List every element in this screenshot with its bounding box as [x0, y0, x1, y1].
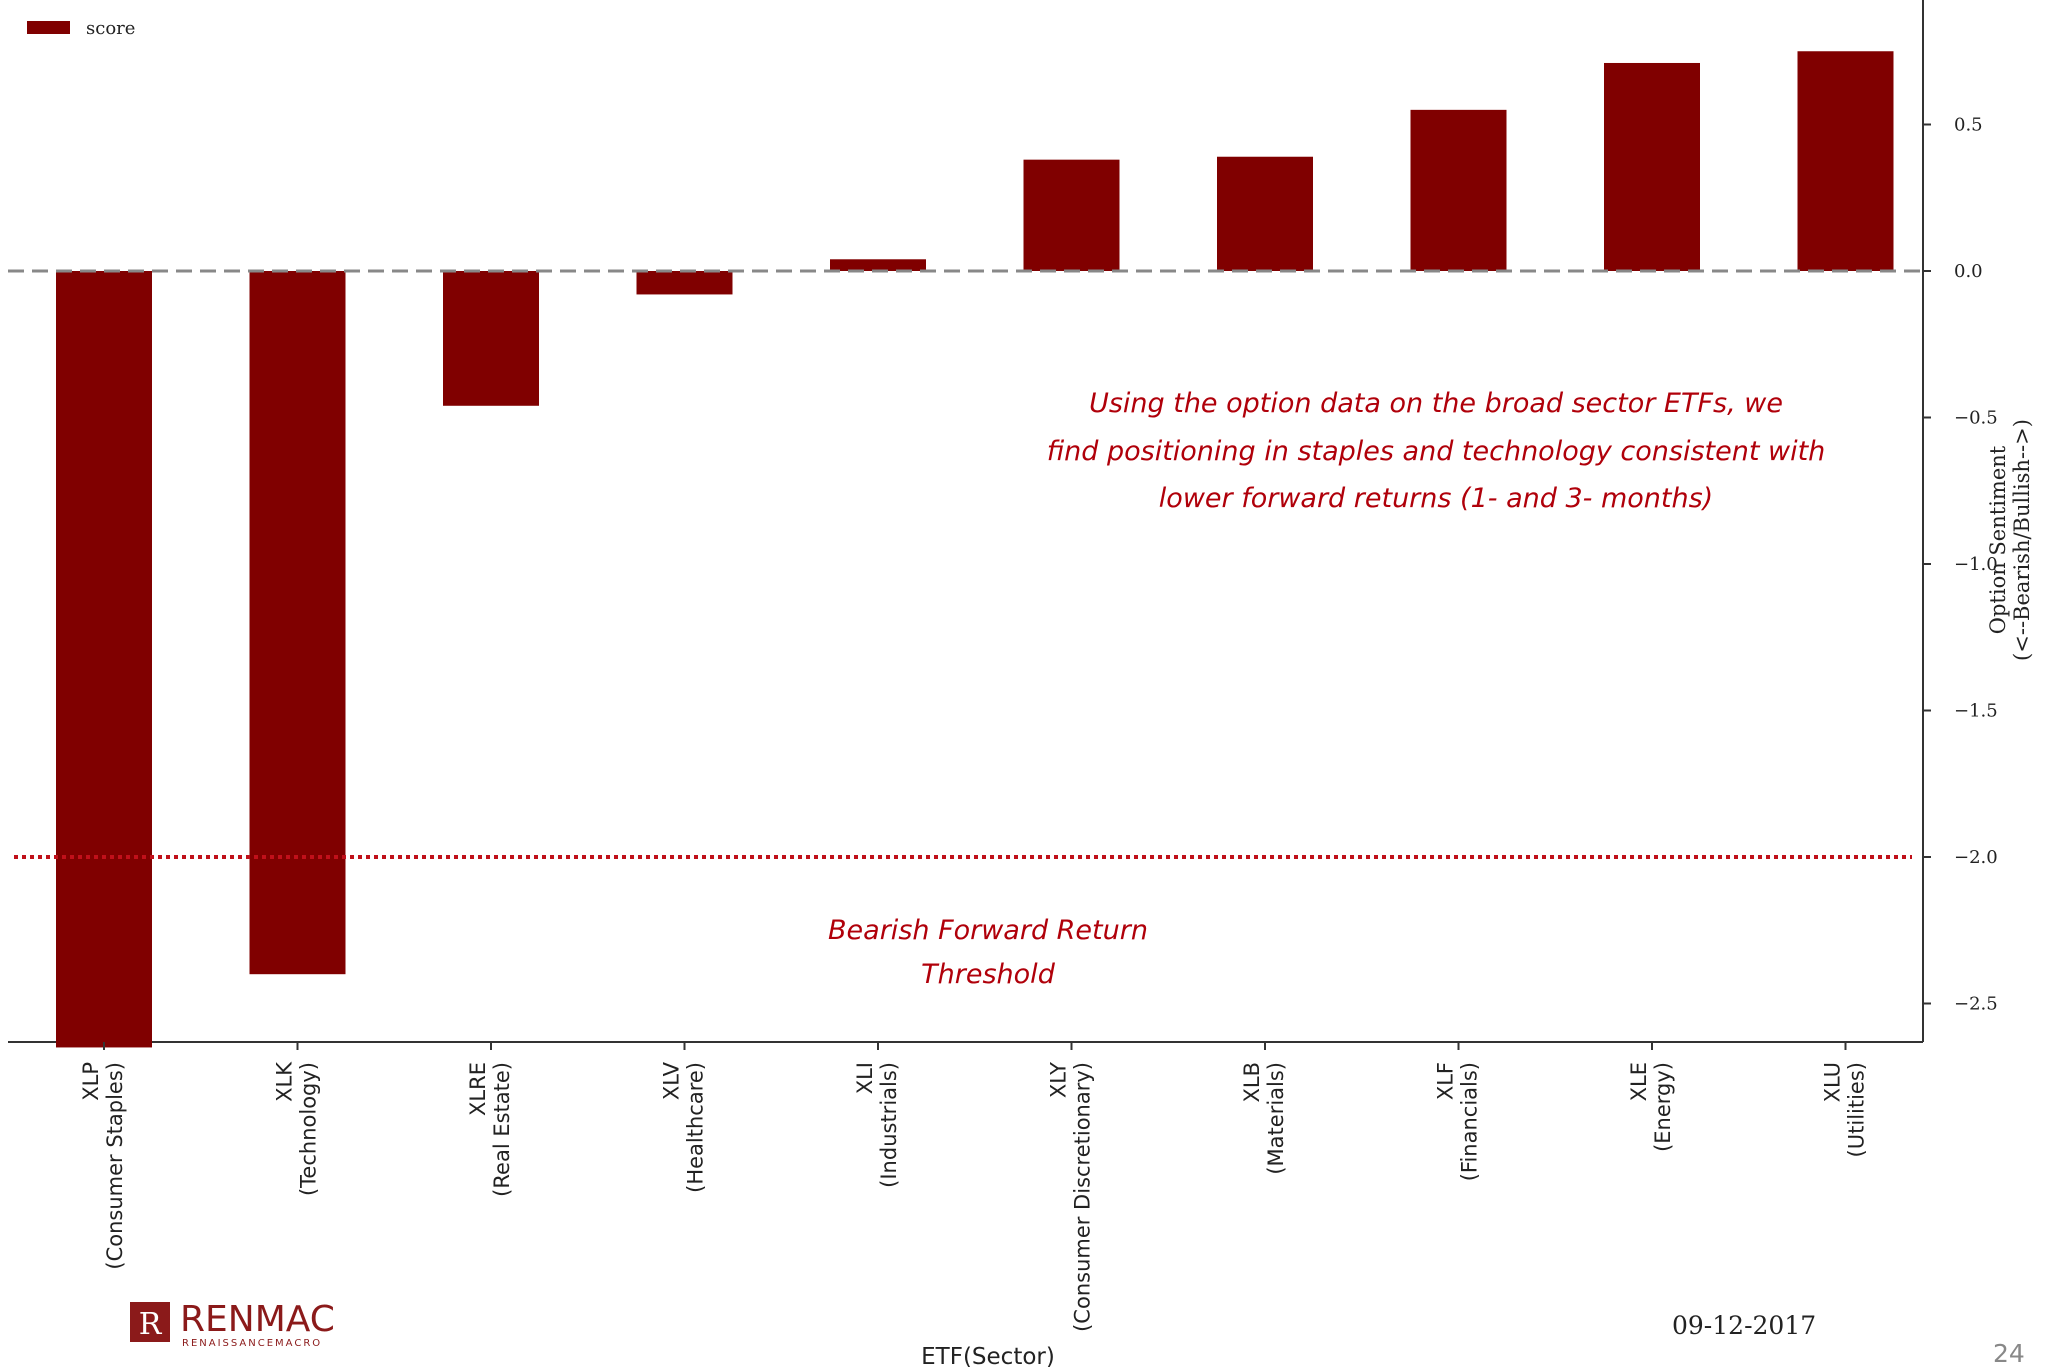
bar-xlu — [1797, 51, 1894, 271]
threshold-line-1: Bearish Forward Return — [828, 915, 1148, 946]
x-tick-sector: (Industrials) — [877, 1062, 901, 1188]
annotation-line-3: lower forward returns (1- and 3- months) — [1159, 483, 1713, 514]
logo-mark-letter: R — [139, 1307, 163, 1342]
x-tick-label-xly: XLY (Consumer Discretionary) — [1047, 1062, 1095, 1332]
x-tick-label-xlb: XLB (Materials) — [1240, 1062, 1288, 1175]
x-tick-ticker: XLV — [660, 1061, 684, 1100]
y-axis-title: Option Sentiment (<--Bearish/Bullish-->) — [1986, 419, 2034, 661]
x-tick-ticker: XLK — [273, 1061, 297, 1102]
annotation-line-2: find positioning in staples and technolo… — [1047, 436, 1826, 467]
x-tick-sector: (Technology) — [297, 1062, 321, 1196]
x-tick-label-xlf: XLF (Financials) — [1434, 1062, 1482, 1181]
x-tick-sector: (Utilities) — [1845, 1062, 1869, 1157]
x-tick-sector: (Energy) — [1651, 1062, 1675, 1152]
bar-xlre — [443, 271, 539, 406]
bar-xlk — [249, 271, 346, 975]
bar-xle — [1604, 62, 1700, 271]
x-tick-label-xlk: XLK (Technology) — [273, 1061, 321, 1196]
legend: score — [27, 18, 135, 39]
threshold-annotation: Bearish Forward Return Threshold — [828, 915, 1148, 990]
y-tick-label: −0.5 — [1954, 408, 1998, 429]
logo-text: RENMAC — [180, 1299, 335, 1340]
threshold-line-2: Threshold — [921, 959, 1056, 990]
x-tick-label-xlre: XLRE (Real Estate) — [466, 1062, 514, 1197]
x-tick-sector: (Real Estate) — [490, 1062, 514, 1197]
x-tick-label-xlv: XLV (Healthcare) — [660, 1061, 708, 1192]
bar-xlp — [56, 271, 152, 1048]
logo-subtext: RENAISSANCEMACRO — [182, 1338, 322, 1349]
bar-xlb — [1217, 156, 1313, 271]
y-tick-label: −1.5 — [1954, 701, 1998, 722]
report-date: 09-12-2017 — [1672, 1311, 1816, 1340]
x-tick-sector: (Financials) — [1458, 1062, 1482, 1181]
x-tick-label-xli: XLI (Industrials) — [853, 1062, 901, 1188]
legend-label: score — [86, 18, 135, 39]
x-tick-label-xlu: XLU (Utilities) — [1821, 1062, 1869, 1157]
x-tick-ticker: XLP — [79, 1062, 103, 1101]
x-tick-ticker: XLY — [1047, 1062, 1071, 1098]
y-tick-label: 0.5 — [1954, 115, 1983, 136]
x-tick-ticker: XLU — [1821, 1062, 1845, 1102]
y-tick-label: −2.0 — [1954, 847, 1998, 868]
y-axis-ticks: 0.5 0.0 −0.5 −1.0 −1.5 −2.0 −2.5 — [1923, 115, 1998, 1015]
y-tick-label: −1.0 — [1954, 554, 1998, 575]
y-axis-title-line-1: Option Sentiment — [1986, 445, 2010, 634]
bar-xlf — [1410, 109, 1507, 271]
main-annotation: Using the option data on the broad secto… — [1047, 388, 1826, 514]
annotation-line-1: Using the option data on the broad secto… — [1089, 388, 1783, 419]
x-tick-ticker: XLE — [1627, 1062, 1651, 1101]
page-number: 24 — [1993, 1339, 2025, 1367]
bar-xlv — [636, 271, 733, 295]
bar-xli — [830, 259, 926, 271]
bars — [56, 51, 1894, 1048]
logo-mark — [130, 1302, 170, 1342]
legend-swatch — [27, 21, 70, 34]
y-axis-title-line-2: (<--Bearish/Bullish-->) — [2010, 419, 2034, 661]
y-tick-label: −2.5 — [1954, 994, 1998, 1015]
x-tick-sector: (Consumer Staples) — [103, 1062, 127, 1270]
x-tick-sector: (Consumer Discretionary) — [1071, 1062, 1095, 1332]
x-tick-sector: (Healthcare) — [684, 1062, 708, 1193]
x-axis-title: ETF(Sector) — [921, 1344, 1055, 1367]
x-tick-label-xle: XLE (Energy) — [1627, 1062, 1675, 1152]
y-tick-label: 0.0 — [1954, 261, 1983, 282]
x-tick-ticker: XLI — [853, 1062, 877, 1094]
x-tick-ticker: XLRE — [466, 1062, 490, 1116]
bar-xly — [1023, 159, 1120, 271]
x-tick-ticker: XLB — [1240, 1062, 1264, 1103]
x-tick-label-xlp: XLP (Consumer Staples) — [79, 1062, 127, 1270]
x-tick-sector: (Materials) — [1264, 1062, 1288, 1175]
renmac-logo: R RENMAC RENAISSANCEMACRO — [130, 1299, 335, 1349]
x-axis-ticks: XLP (Consumer Staples) XLK (Technology) XLRE… — [79, 1042, 1869, 1332]
x-tick-ticker: XLF — [1434, 1062, 1458, 1100]
reference-lines — [8, 269, 1923, 859]
